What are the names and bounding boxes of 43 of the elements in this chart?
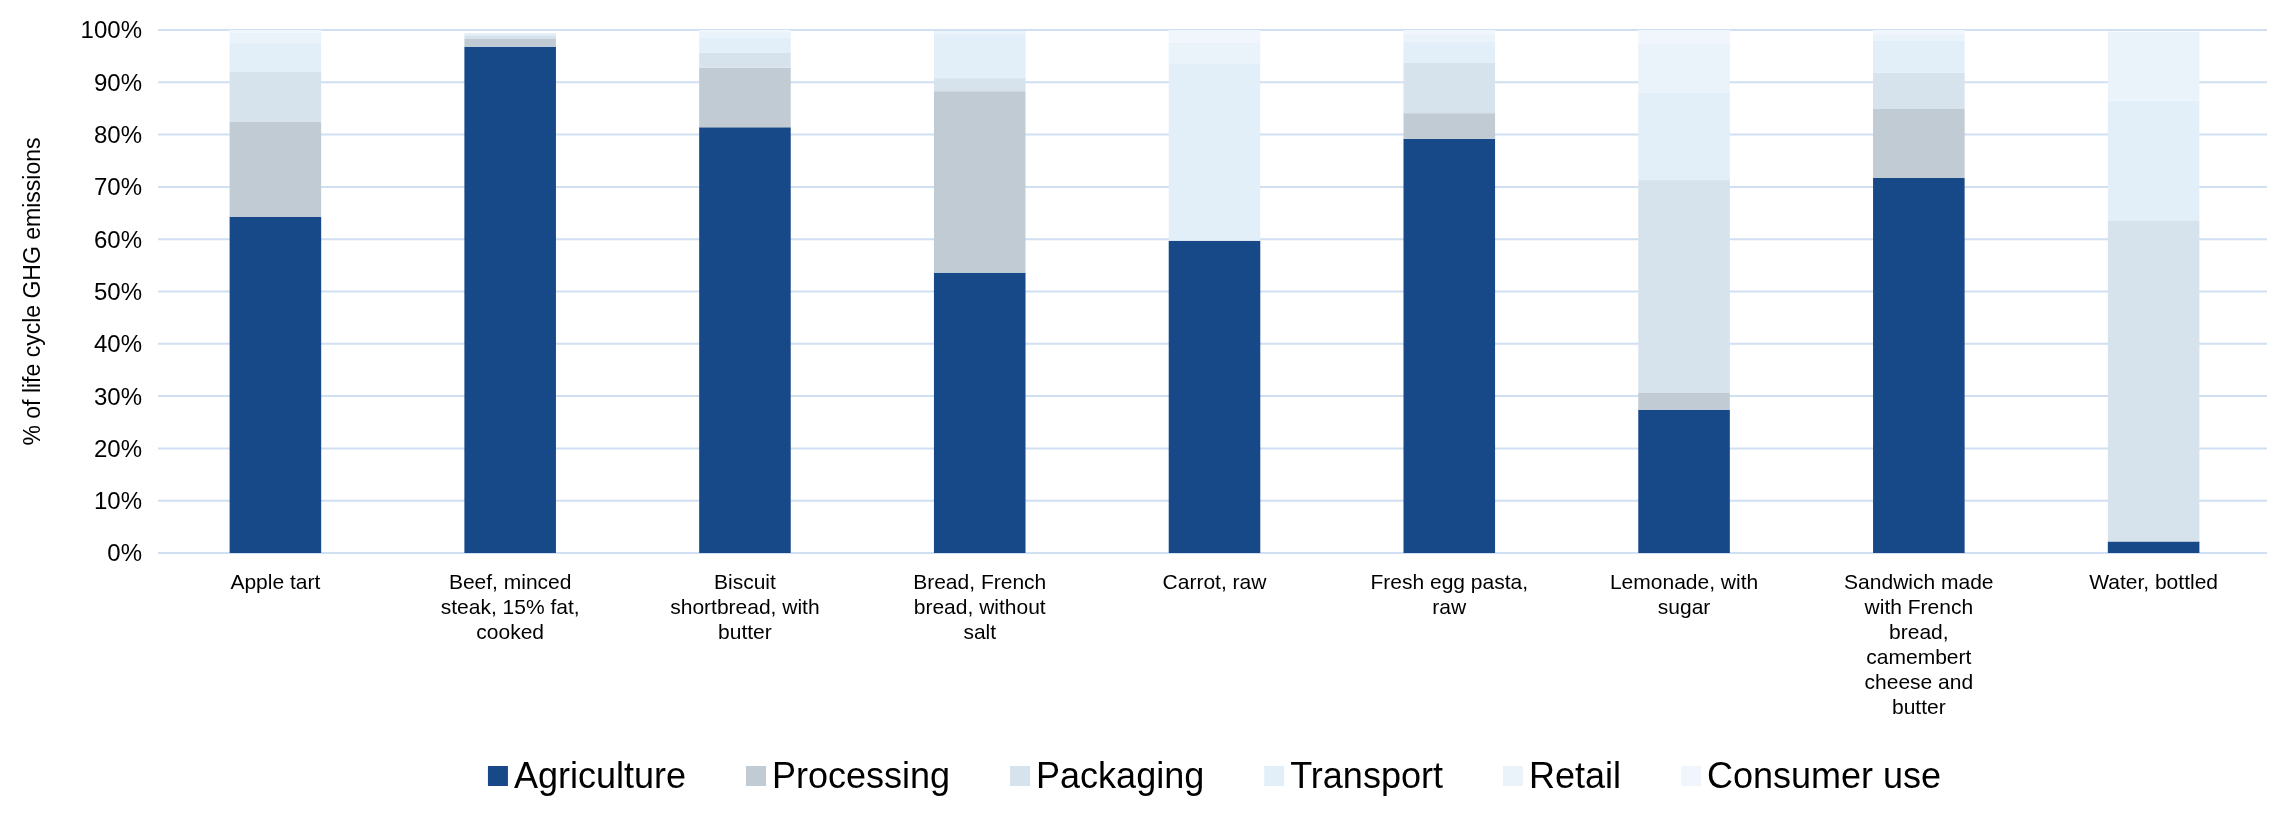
y-tick-label: 20% <box>93 434 142 462</box>
y-tick-label: 30% <box>93 382 142 410</box>
bar <box>1638 392 1730 410</box>
y-tick-label: 90% <box>93 68 142 96</box>
x-tick-label: Sandwich made with French bread, camembert cheese and butter <box>1844 570 1994 718</box>
legend-label: Transport <box>1290 755 1443 796</box>
y-tick-label: 60% <box>93 225 142 253</box>
x-tick-label: Carrot, raw <box>1162 570 1268 593</box>
legend-label: Agriculture <box>513 755 687 796</box>
bar <box>464 38 556 47</box>
bar <box>229 122 322 217</box>
legend-label: Retail <box>1528 755 1621 796</box>
y-tick-label: 50% <box>93 277 142 305</box>
y-tick-label: 40% <box>93 330 142 358</box>
bar <box>229 216 322 553</box>
legend-label: Consumer use <box>1706 755 1942 796</box>
bar <box>1403 113 1496 139</box>
x-tick-label: Water, bottled <box>2089 570 2219 593</box>
x-tick-label: Fresh egg pasta, raw <box>1370 570 1529 618</box>
bar <box>933 272 1026 553</box>
bar <box>1168 240 1261 553</box>
bar <box>1638 409 1730 553</box>
legend-label: Processing <box>772 755 951 796</box>
y-tick-label: 100% <box>80 16 142 44</box>
bar <box>699 127 791 553</box>
x-tick-label: Beef, minced steak, 15% fat, cooked <box>440 570 580 643</box>
y-tick-label: 10% <box>93 487 142 515</box>
y-tick-label: 0% <box>107 539 142 567</box>
bar <box>464 46 556 553</box>
y-axis-title: % of life cycle GHG emissions <box>19 137 45 446</box>
bar <box>1873 108 1965 179</box>
bar <box>933 91 1026 273</box>
bar <box>699 67 791 128</box>
x-tick-label: Lemonade, with sugar <box>1609 570 1759 618</box>
bar <box>1403 138 1496 553</box>
legend-label: Packaging <box>1036 755 1205 796</box>
x-tick-label: Bread, French bread, without salt <box>913 570 1047 643</box>
bar <box>1873 178 1965 553</box>
y-tick-label: 80% <box>93 121 142 148</box>
x-tick-label: Biscuit shortbread, with butter <box>670 570 820 643</box>
x-tick-label: Apple tart <box>230 570 321 593</box>
y-tick-label: 70% <box>93 173 142 201</box>
bar <box>2107 541 2200 553</box>
